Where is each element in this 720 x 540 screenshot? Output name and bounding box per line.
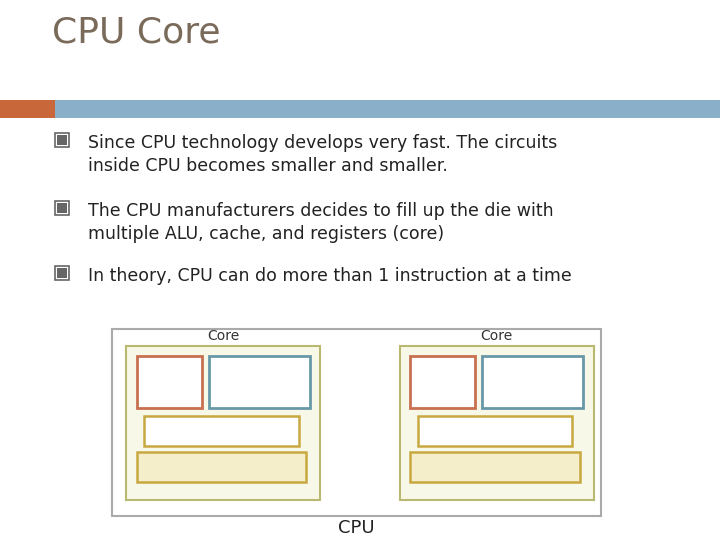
Bar: [209, 356, 310, 408]
Bar: [112, 329, 601, 516]
Bar: [57, 268, 67, 278]
Bar: [57, 135, 67, 145]
Text: Cache L1: Cache L1: [462, 423, 528, 438]
Bar: [55, 133, 69, 147]
Bar: [137, 452, 306, 482]
Bar: [418, 416, 572, 446]
Text: CPU: CPU: [338, 519, 374, 537]
Text: ALU: ALU: [429, 375, 456, 389]
Bar: [410, 452, 580, 482]
Text: The CPU manufacturers decides to fill up the die with
multiple ALU, cache, and r: The CPU manufacturers decides to fill up…: [88, 202, 554, 244]
Text: Registers: Registers: [499, 375, 567, 389]
Bar: [144, 416, 299, 446]
Text: Core: Core: [481, 329, 513, 343]
Text: Core: Core: [207, 329, 239, 343]
Text: ALU: ALU: [156, 375, 183, 389]
Text: Cache L2: Cache L2: [188, 460, 255, 474]
Text: CPU Core: CPU Core: [52, 15, 220, 49]
Bar: [57, 203, 67, 213]
Bar: [137, 356, 202, 408]
Text: In theory, CPU can do more than 1 instruction at a time: In theory, CPU can do more than 1 instru…: [88, 267, 572, 286]
Text: Cache L1: Cache L1: [188, 423, 255, 438]
Bar: [0, 100, 720, 118]
Bar: [410, 356, 475, 408]
Bar: [55, 201, 69, 215]
Bar: [482, 356, 583, 408]
Bar: [0, 100, 55, 118]
Text: Cache L2: Cache L2: [462, 460, 528, 474]
Text: Registers: Registers: [225, 375, 293, 389]
Bar: [126, 346, 320, 500]
Text: Since CPU technology develops very fast. The circuits
inside CPU becomes smaller: Since CPU technology develops very fast.…: [88, 134, 557, 176]
Bar: [400, 346, 594, 500]
Bar: [55, 266, 69, 280]
